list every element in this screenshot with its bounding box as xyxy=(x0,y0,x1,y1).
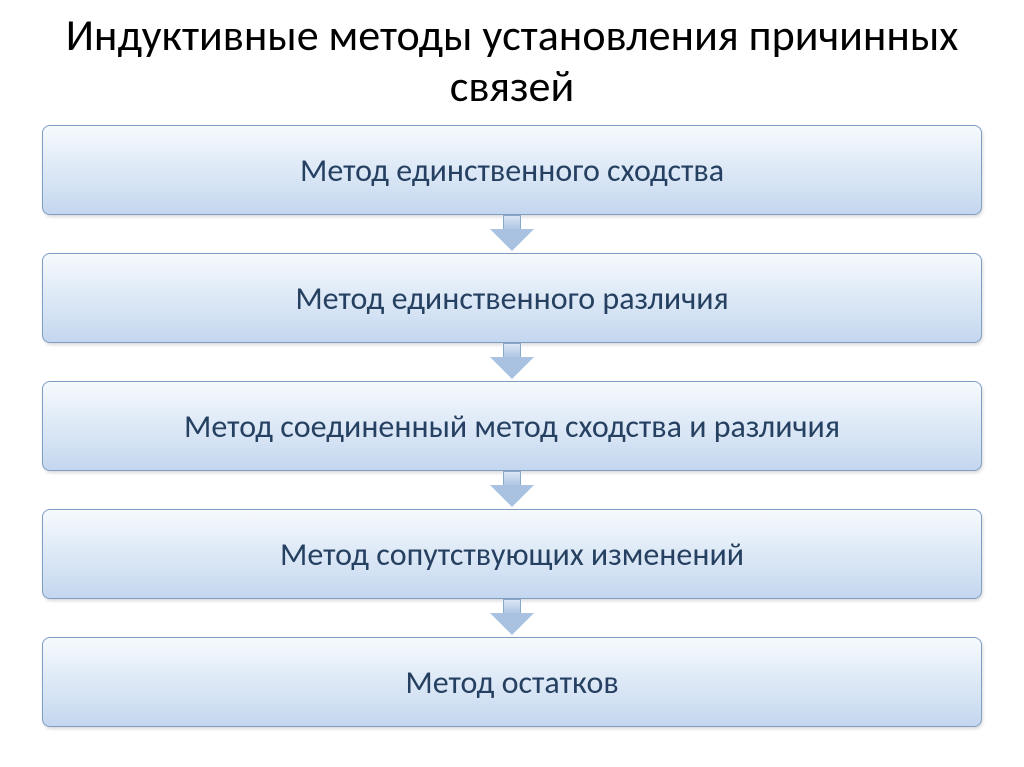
chevron-down-icon xyxy=(490,229,534,251)
flow-node-label: Метод соединенный метод сходства и разли… xyxy=(184,407,840,446)
flow-node-label: Метод остатков xyxy=(405,663,618,702)
flow-node: Метод единственного различия xyxy=(42,253,982,343)
flowchart: Метод единственного сходства Метод единс… xyxy=(20,125,1004,727)
flow-node: Метод соединенный метод сходства и разли… xyxy=(42,381,982,471)
flow-arrow xyxy=(490,215,534,253)
flow-node-label: Метод единственного различия xyxy=(295,279,728,318)
flow-node-label: Метод единственного сходства xyxy=(300,151,724,190)
flow-arrow xyxy=(490,343,534,381)
flow-node: Метод остатков xyxy=(42,637,982,727)
flow-node-label: Метод сопутствующих изменений xyxy=(280,535,744,574)
flow-node: Метод сопутствующих изменений xyxy=(42,509,982,599)
flow-arrow xyxy=(490,599,534,637)
flow-arrow xyxy=(490,471,534,509)
chevron-down-icon xyxy=(490,357,534,379)
chevron-down-icon xyxy=(490,613,534,635)
chevron-down-icon xyxy=(490,485,534,507)
page-title: Индуктивные методы установления причинны… xyxy=(20,10,1004,111)
flow-node: Метод единственного сходства xyxy=(42,125,982,215)
